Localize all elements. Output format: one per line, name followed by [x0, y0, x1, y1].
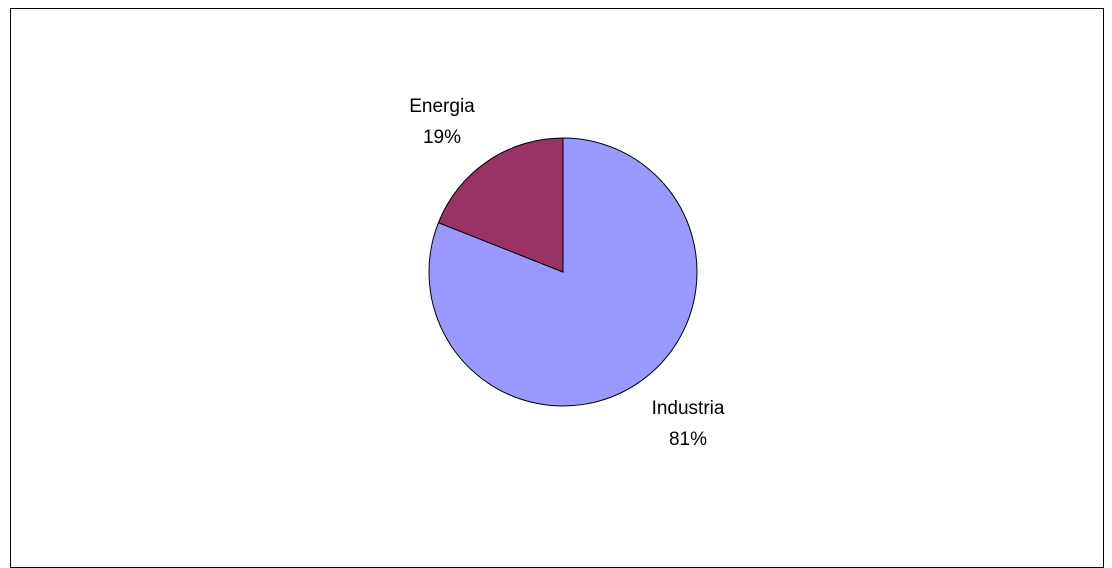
pie-chart: Industria 81% Energia 19%	[409, 96, 725, 450]
pie-slice-energia	[437, 137, 564, 273]
pie-slices	[428, 137, 698, 407]
slice-category-label-energia: Energia	[409, 96, 475, 117]
slice-percent-label-energia: 19%	[423, 127, 461, 148]
slice-percent-label-industria: 81%	[669, 429, 707, 450]
slice-category-label-industria: Industria	[652, 398, 725, 419]
